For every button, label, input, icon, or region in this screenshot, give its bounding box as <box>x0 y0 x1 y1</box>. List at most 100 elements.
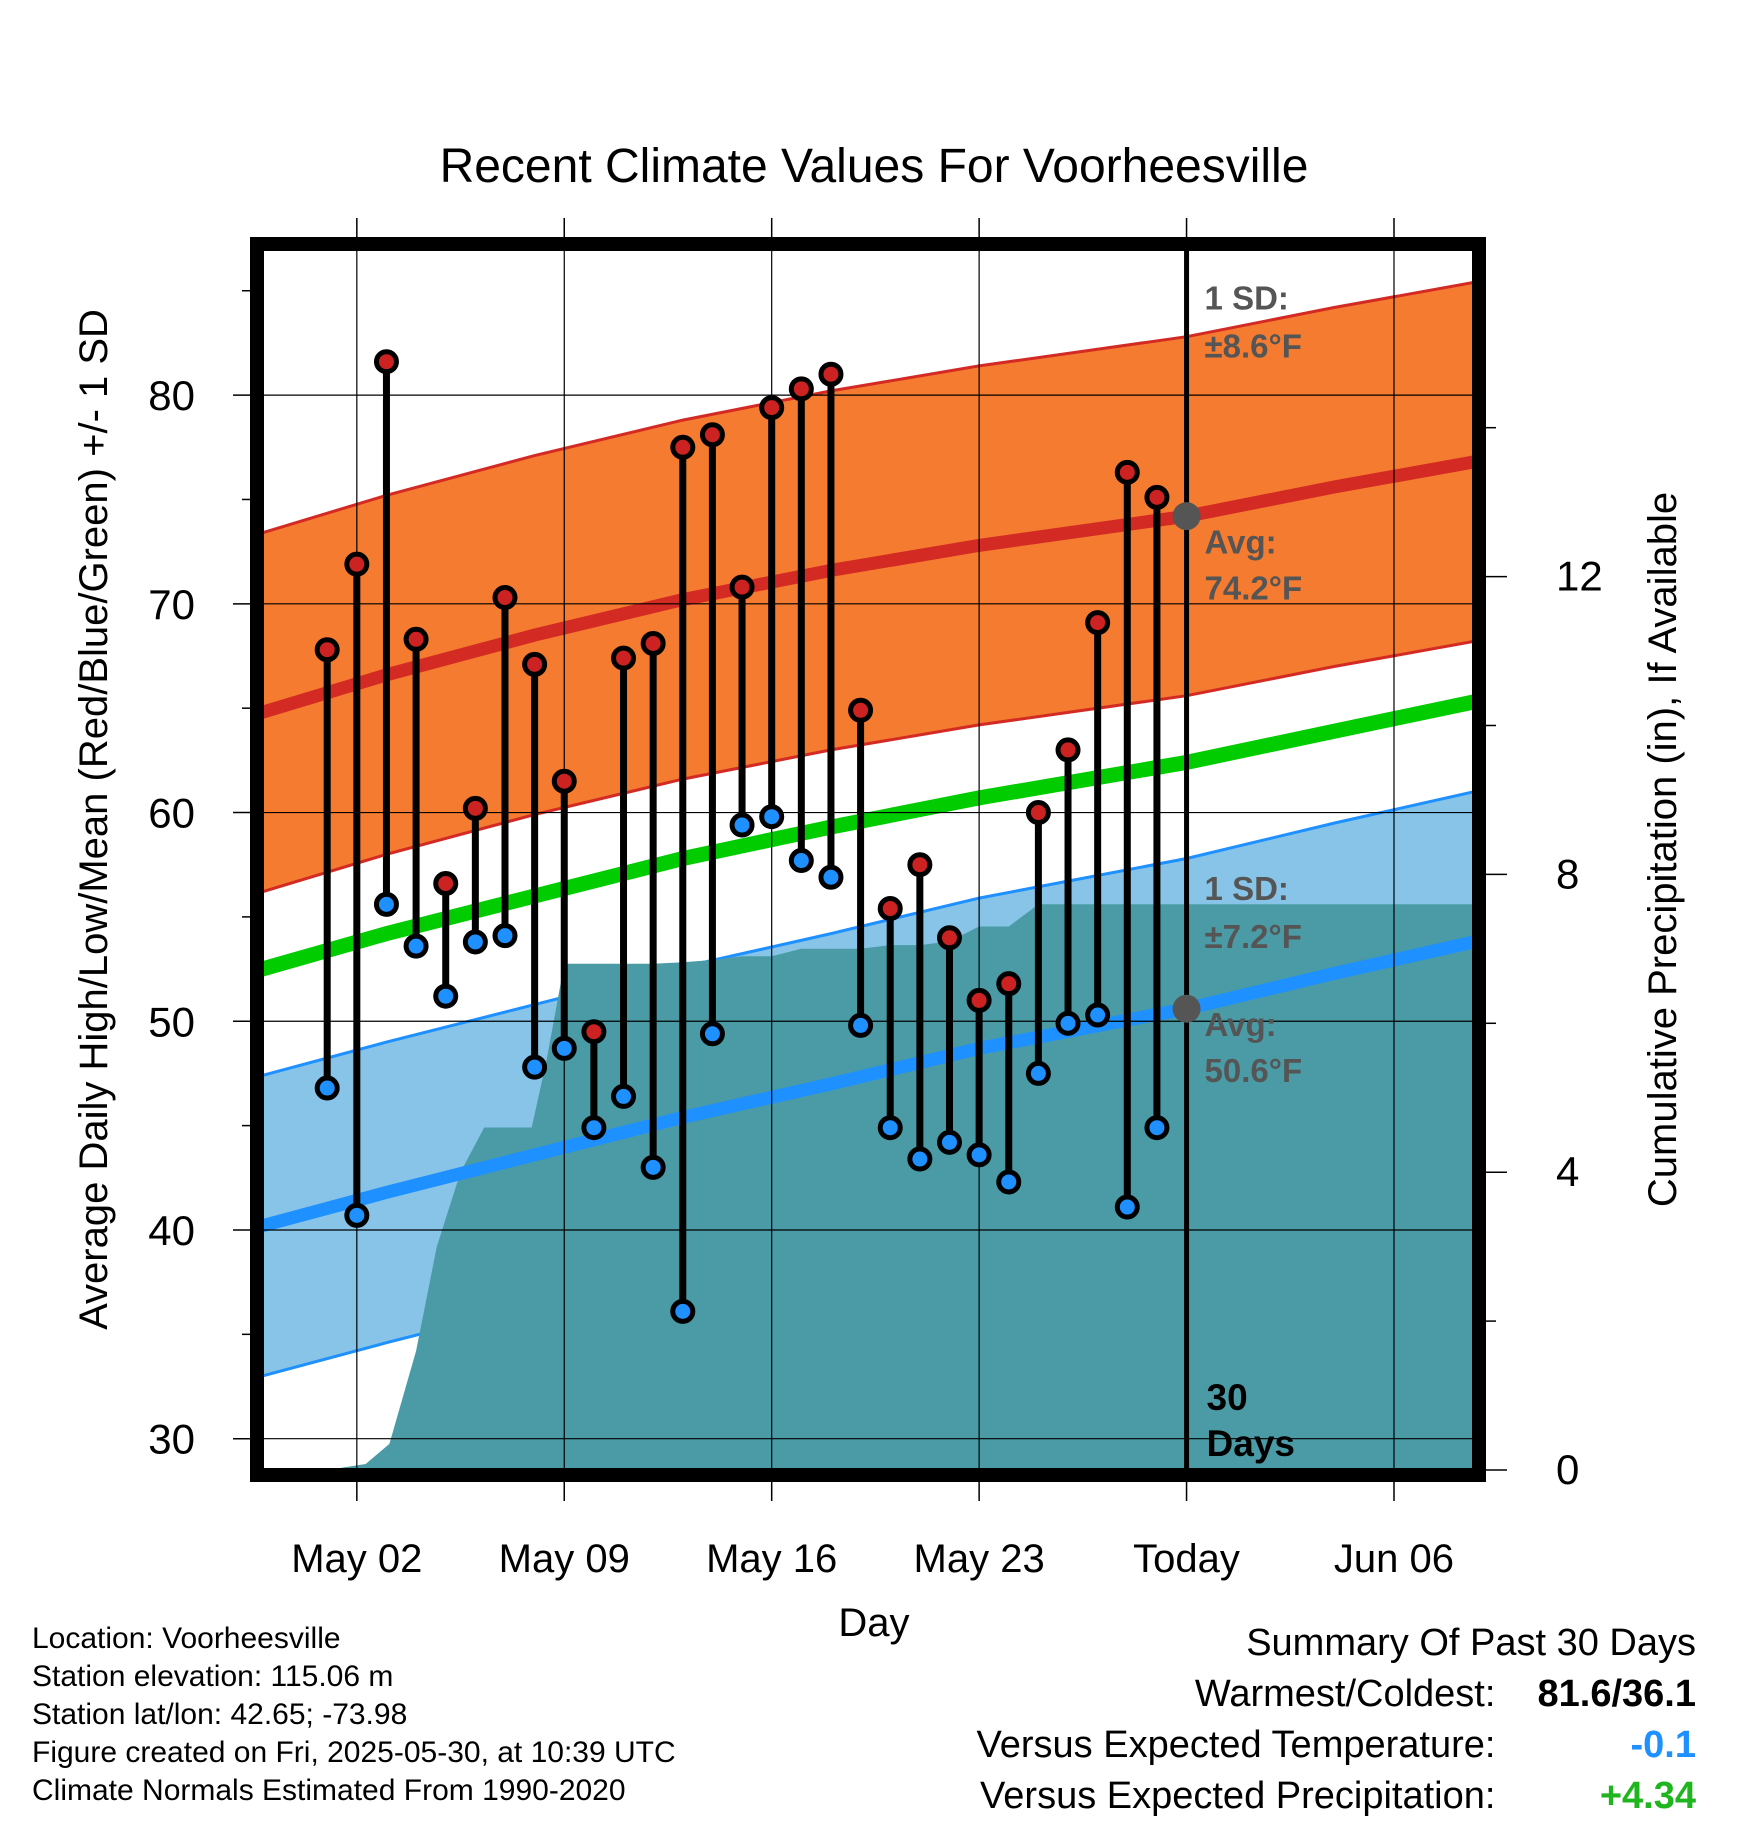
x-axis-label: Day <box>838 1601 909 1645</box>
daily-high-point <box>403 626 429 652</box>
daily-low-point <box>492 923 518 949</box>
high-sd-label: 1 SD: <box>1205 280 1289 317</box>
daily-low-point <box>788 848 814 874</box>
plot-frame <box>250 237 1486 1482</box>
daily-low-point <box>551 1035 577 1061</box>
precip-value: +4.34 <box>1599 1775 1696 1817</box>
daily-high-point <box>788 376 814 402</box>
warmest-label: Warmest/Coldest: <box>1194 1673 1496 1715</box>
today-days-word: Days <box>1207 1423 1295 1464</box>
daily-high-point <box>848 697 874 723</box>
daily-low-point <box>670 1298 696 1324</box>
chart-title: Recent Climate Values For Voorheesville <box>440 140 1309 193</box>
daily-high-point <box>611 645 637 671</box>
summary-panel: Summary Of Past 30 Days Warmest/Coldest:… <box>977 1618 1696 1822</box>
daily-high-point <box>1114 459 1140 485</box>
today-high-avg-marker <box>1172 502 1201 531</box>
daily-high-point <box>1085 610 1111 636</box>
daily-low-point <box>818 864 844 890</box>
daily-low-point <box>759 804 785 830</box>
high-sd-band <box>262 282 1474 892</box>
y-axis-label: Average Daily High/Low/Mean (Red/Blue/Gr… <box>72 309 116 1330</box>
daily-high-point <box>640 630 666 656</box>
x-tick-label: May 02 <box>291 1537 422 1581</box>
low-upper-sd-line <box>262 790 1474 1077</box>
location-text: Location: Voorheesville <box>32 1622 341 1655</box>
y-tick-label: 70 <box>148 581 195 628</box>
daily-low-point <box>640 1154 666 1180</box>
summary-title: Summary Of Past 30 Days <box>1246 1622 1696 1664</box>
y-tick-label: 80 <box>148 372 195 419</box>
daily-high-point <box>1025 800 1051 826</box>
daily-low-point <box>966 1142 992 1168</box>
high-avg-value: 74.2°F <box>1205 570 1303 607</box>
daily-low-point <box>936 1129 962 1155</box>
daily-low-point <box>848 1012 874 1038</box>
daily-low-point <box>373 891 399 917</box>
daily-high-point <box>699 422 725 448</box>
daily-low-point <box>344 1202 370 1228</box>
daily-low-point <box>522 1054 548 1080</box>
daily-low-point <box>907 1146 933 1172</box>
daily-high-point <box>581 1019 607 1045</box>
daily-high-point <box>818 361 844 387</box>
daily-high-point <box>373 349 399 375</box>
daily-high-point <box>492 585 518 611</box>
daily-high-point <box>1055 737 1081 763</box>
daily-high-point <box>344 551 370 577</box>
daily-high-point <box>433 871 459 897</box>
daily-high-point <box>462 795 488 821</box>
daily-low-point <box>729 812 755 838</box>
high-avg-label: Avg: <box>1205 524 1277 561</box>
daily-low-point <box>462 929 488 955</box>
daily-high-point <box>996 971 1022 997</box>
summary-temp-row: Versus Expected Temperature: -0.1 <box>977 1720 1696 1771</box>
low-sd-label: 1 SD: <box>1205 870 1289 907</box>
daily-high-point <box>907 852 933 878</box>
y2-tick-label: 12 <box>1556 553 1603 600</box>
daily-low-point <box>611 1083 637 1109</box>
high-sd-value: ±8.6°F <box>1205 328 1302 365</box>
summary-precip-row: Versus Expected Precipitation: +4.34 <box>977 1771 1696 1822</box>
daily-high-point <box>1144 484 1170 510</box>
daily-high-point <box>670 434 696 460</box>
low-normal-line <box>262 935 1474 1233</box>
summary-warmest-row: Warmest/Coldest: 81.6/36.1 <box>977 1669 1696 1720</box>
latlon-text: Station lat/lon: 42.65; -73.98 <box>32 1698 408 1731</box>
daily-high-point <box>522 651 548 677</box>
created-text: Figure created on Fri, 2025-05-30, at 10… <box>32 1736 676 1769</box>
temp-value: -0.1 <box>1630 1724 1696 1766</box>
y-tick-label: 40 <box>148 1207 195 1254</box>
y2-tick-label: 8 <box>1556 850 1579 897</box>
x-tick-label: Jun 06 <box>1334 1537 1454 1581</box>
x-tick-label: Today <box>1133 1537 1240 1581</box>
daily-high-point <box>877 896 903 922</box>
today-days-number: 30 <box>1207 1377 1248 1418</box>
x-tick-label: May 09 <box>499 1537 630 1581</box>
daily-low-point <box>1144 1115 1170 1141</box>
daily-low-point <box>433 983 459 1009</box>
plot-layer <box>262 249 1474 1470</box>
daily-low-point <box>699 1021 725 1047</box>
low-avg-label: Avg: <box>1205 1006 1277 1043</box>
daily-low-point <box>314 1075 340 1101</box>
daily-low-point <box>1085 1002 1111 1028</box>
today-low-avg-marker <box>1172 994 1201 1023</box>
elevation-text: Station elevation: 115.06 m <box>32 1660 394 1693</box>
daily-low-point <box>996 1169 1022 1195</box>
daily-high-point <box>551 768 577 794</box>
daily-high-point <box>729 574 755 600</box>
x-tick-label: May 23 <box>914 1537 1045 1581</box>
warmest-value: 81.6/36.1 <box>1537 1673 1696 1715</box>
daily-low-point <box>877 1115 903 1141</box>
daily-high-point <box>759 395 785 421</box>
temp-label: Versus Expected Temperature: <box>976 1724 1496 1766</box>
daily-high-point <box>936 925 962 951</box>
daily-low-point <box>1055 1010 1081 1036</box>
daily-high-point <box>314 637 340 663</box>
y2-axis-label: Cumulative Precipitation (in), If Availa… <box>1641 492 1685 1207</box>
daily-low-point <box>1114 1194 1140 1220</box>
low-avg-value: 50.6°F <box>1205 1052 1303 1089</box>
normals-text: Climate Normals Estimated From 1990-2020 <box>32 1774 626 1807</box>
